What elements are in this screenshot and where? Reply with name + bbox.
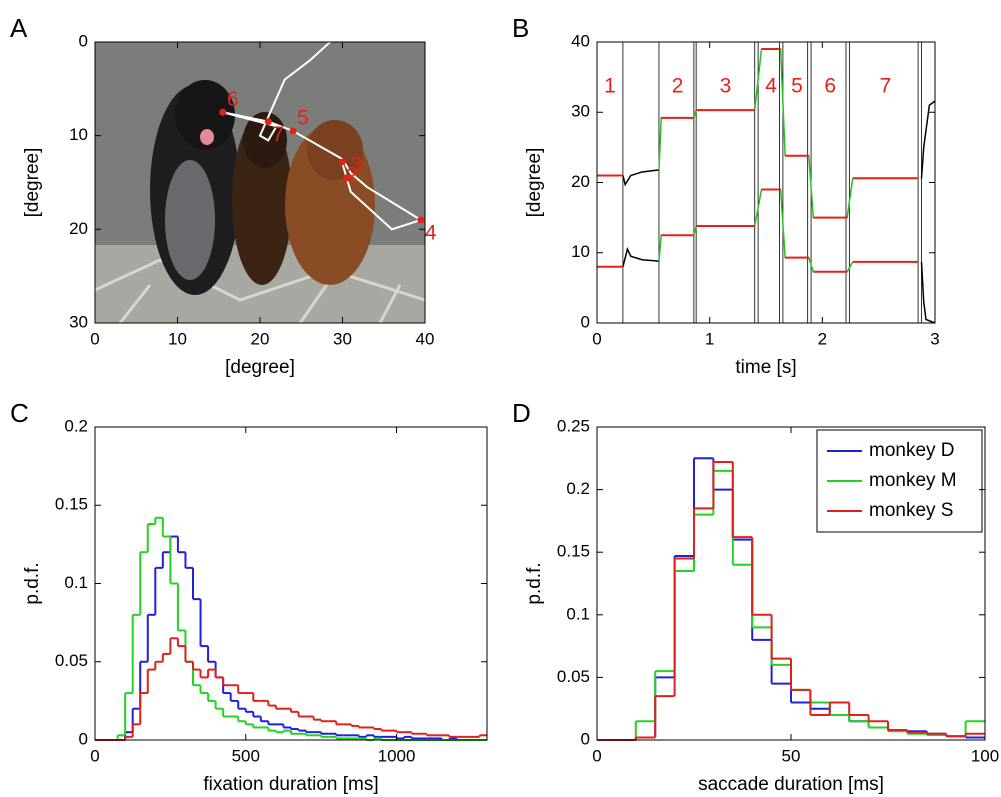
y-tick-label: 20 (69, 219, 88, 238)
x-tick-label: 0 (90, 746, 99, 765)
fixation-label: 2 (347, 163, 359, 186)
y-tick-label: 30 (571, 102, 590, 121)
trace (920, 100, 936, 179)
y-tick-label: 0.1 (64, 573, 88, 592)
y-tick-label: 0.1 (566, 604, 590, 623)
fixation-label: 3 (720, 75, 732, 98)
fixation-label: 3 (351, 153, 363, 176)
x-tick-label: 1000 (378, 746, 416, 765)
x-tick-label: 500 (232, 746, 260, 765)
y-axis-label: p.d.f. (22, 562, 43, 604)
x-tick-label: 0 (592, 329, 601, 348)
trace (622, 247, 660, 267)
x-tick-label: 40 (416, 329, 435, 348)
x-tick-label: 0 (90, 329, 99, 348)
y-axis-label: [degree] (524, 148, 545, 218)
fixation-point (219, 108, 227, 116)
y-tick-label: 30 (69, 312, 88, 331)
x-axis-label: [degree] (225, 357, 295, 378)
fixation-label: 1 (604, 75, 616, 98)
y-tick-label: 0.15 (557, 542, 590, 561)
legend-label: monkey D (869, 440, 955, 461)
legend-label: monkey M (869, 470, 957, 491)
fixation-label: 5 (297, 107, 309, 130)
y-tick-label: 20 (571, 172, 590, 191)
fixation-point (339, 158, 346, 166)
y-tick-label: 0 (581, 729, 590, 748)
fixation-label: 4 (425, 222, 437, 245)
legend-label: monkey S (869, 500, 953, 521)
y-tick-label: 40 (571, 31, 590, 50)
y-tick-label: 0 (79, 729, 88, 748)
x-tick-label: 3 (930, 329, 939, 348)
axes-frame (94, 426, 488, 741)
x-axis-label: time [s] (735, 357, 796, 378)
x-axis-label: fixation duration [ms] (203, 774, 378, 795)
y-tick-label: 0.25 (557, 416, 590, 435)
y-tick-label: 0.05 (557, 667, 590, 686)
fixation-label: 7 (272, 123, 284, 146)
y-tick-label: 0.15 (55, 495, 88, 514)
fixation-label: 6 (227, 88, 239, 111)
trace (920, 261, 936, 324)
photo (94, 42, 426, 324)
fixation-point (343, 174, 351, 182)
y-tick-label: 0 (79, 31, 88, 50)
fixation-label: 5 (791, 75, 803, 98)
y-tick-label: 0.2 (64, 416, 88, 435)
y-tick-label: 10 (69, 125, 88, 144)
trace (658, 188, 854, 273)
y-tick-label: 0.2 (566, 479, 590, 498)
x-tick-label: 50 (782, 746, 801, 765)
x-tick-label: 2 (818, 329, 827, 348)
fixation-label: 4 (765, 75, 777, 98)
fixation-point (264, 118, 272, 126)
x-tick-label: 100 (971, 746, 999, 765)
x-tick-label: 1 (705, 329, 714, 348)
y-axis-label: p.d.f. (524, 562, 545, 604)
y-tick-label: 10 (571, 242, 590, 261)
y-tick-label: 0.05 (55, 651, 88, 670)
panel-letter: D (512, 398, 531, 428)
fixation-point (289, 127, 297, 135)
fixation-label: 6 (824, 75, 836, 98)
panel-letter: B (512, 13, 529, 43)
y-tick-label: 0 (581, 312, 590, 331)
trace (622, 169, 660, 187)
x-axis-label: saccade duration [ms] (698, 774, 884, 795)
fixation-label: 7 (880, 75, 892, 98)
fixation-point (417, 216, 425, 224)
x-tick-label: 20 (251, 329, 270, 348)
panel-letter: A (10, 13, 28, 43)
x-tick-label: 10 (168, 329, 187, 348)
x-tick-label: 30 (333, 329, 352, 348)
x-tick-label: 0 (592, 746, 601, 765)
panel-letter: C (10, 398, 29, 428)
fixation-label: 2 (672, 75, 684, 98)
y-axis-label: [degree] (22, 148, 43, 218)
